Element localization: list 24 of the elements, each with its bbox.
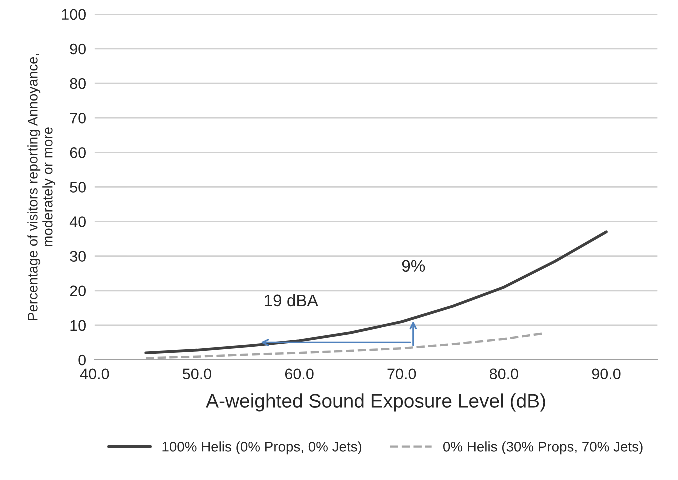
x-tick-label: 90.0 <box>592 368 621 380</box>
y-tick-label: 60 <box>70 148 86 158</box>
line-series <box>144 230 608 354</box>
annotation: 19 dBA <box>265 294 318 307</box>
y-tick-label: 10 <box>70 320 86 332</box>
x-tick-label: 70.0 <box>388 368 416 380</box>
x-tick-label: 40.0 <box>80 368 110 380</box>
y-tick-label: 100 <box>62 9 86 20</box>
x-tick-label: 80.0 <box>490 368 518 380</box>
y-tick-label: 50 <box>70 182 86 193</box>
annotation: 9% <box>402 260 426 272</box>
y-tick-label: 40 <box>70 216 86 228</box>
x-axis-title: A-weighted Sound Exposure Level (dB) <box>206 394 546 412</box>
y-tick-label: 90 <box>70 44 86 55</box>
y-tick-label: 20 <box>70 286 86 297</box>
y-axis-title: Percentage of visitors reporting Annoyance, moderately or more <box>28 54 56 320</box>
legend-label: 100% Helis (0% Props, 0% Jets) <box>162 442 362 455</box>
legend-label: 0% Helis (30% Props, 70% Jets) <box>444 442 643 455</box>
y-tick-label: 0 <box>78 354 86 366</box>
y-tick-label: 70 <box>70 112 86 124</box>
y-tick-label: 80 <box>70 78 86 90</box>
x-tick-label: 50.0 <box>182 368 212 380</box>
y-tick-label: 30 <box>70 251 86 262</box>
x-tick-label: 60.0 <box>285 368 314 380</box>
